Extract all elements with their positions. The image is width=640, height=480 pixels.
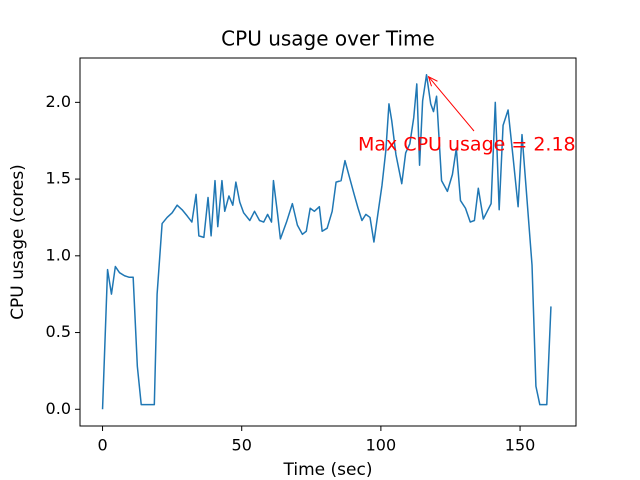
x-tick-label: 100	[366, 436, 397, 455]
y-tick-label: 2.0	[46, 92, 71, 111]
chart-title: CPU usage over Time	[221, 27, 435, 51]
y-tick-label: 1.5	[46, 169, 71, 188]
plot-frame	[79, 57, 577, 427]
annotation-arrowhead	[427, 75, 438, 87]
x-tick-label: 150	[505, 436, 536, 455]
x-tick-label: 0	[97, 436, 107, 455]
y-tick-label: 0.5	[46, 322, 71, 341]
annotation-text: Max CPU usage = 2.18	[358, 134, 576, 156]
y-axis-label: CPU usage (cores)	[8, 164, 28, 320]
data-line	[101, 73, 552, 410]
y-tick-label: 1.0	[46, 245, 71, 264]
y-tick-label: 0.0	[46, 399, 71, 418]
x-tick-label: 50	[232, 436, 252, 455]
annotation-arrow	[428, 76, 475, 132]
x-axis-label: Time (sec)	[283, 460, 373, 480]
